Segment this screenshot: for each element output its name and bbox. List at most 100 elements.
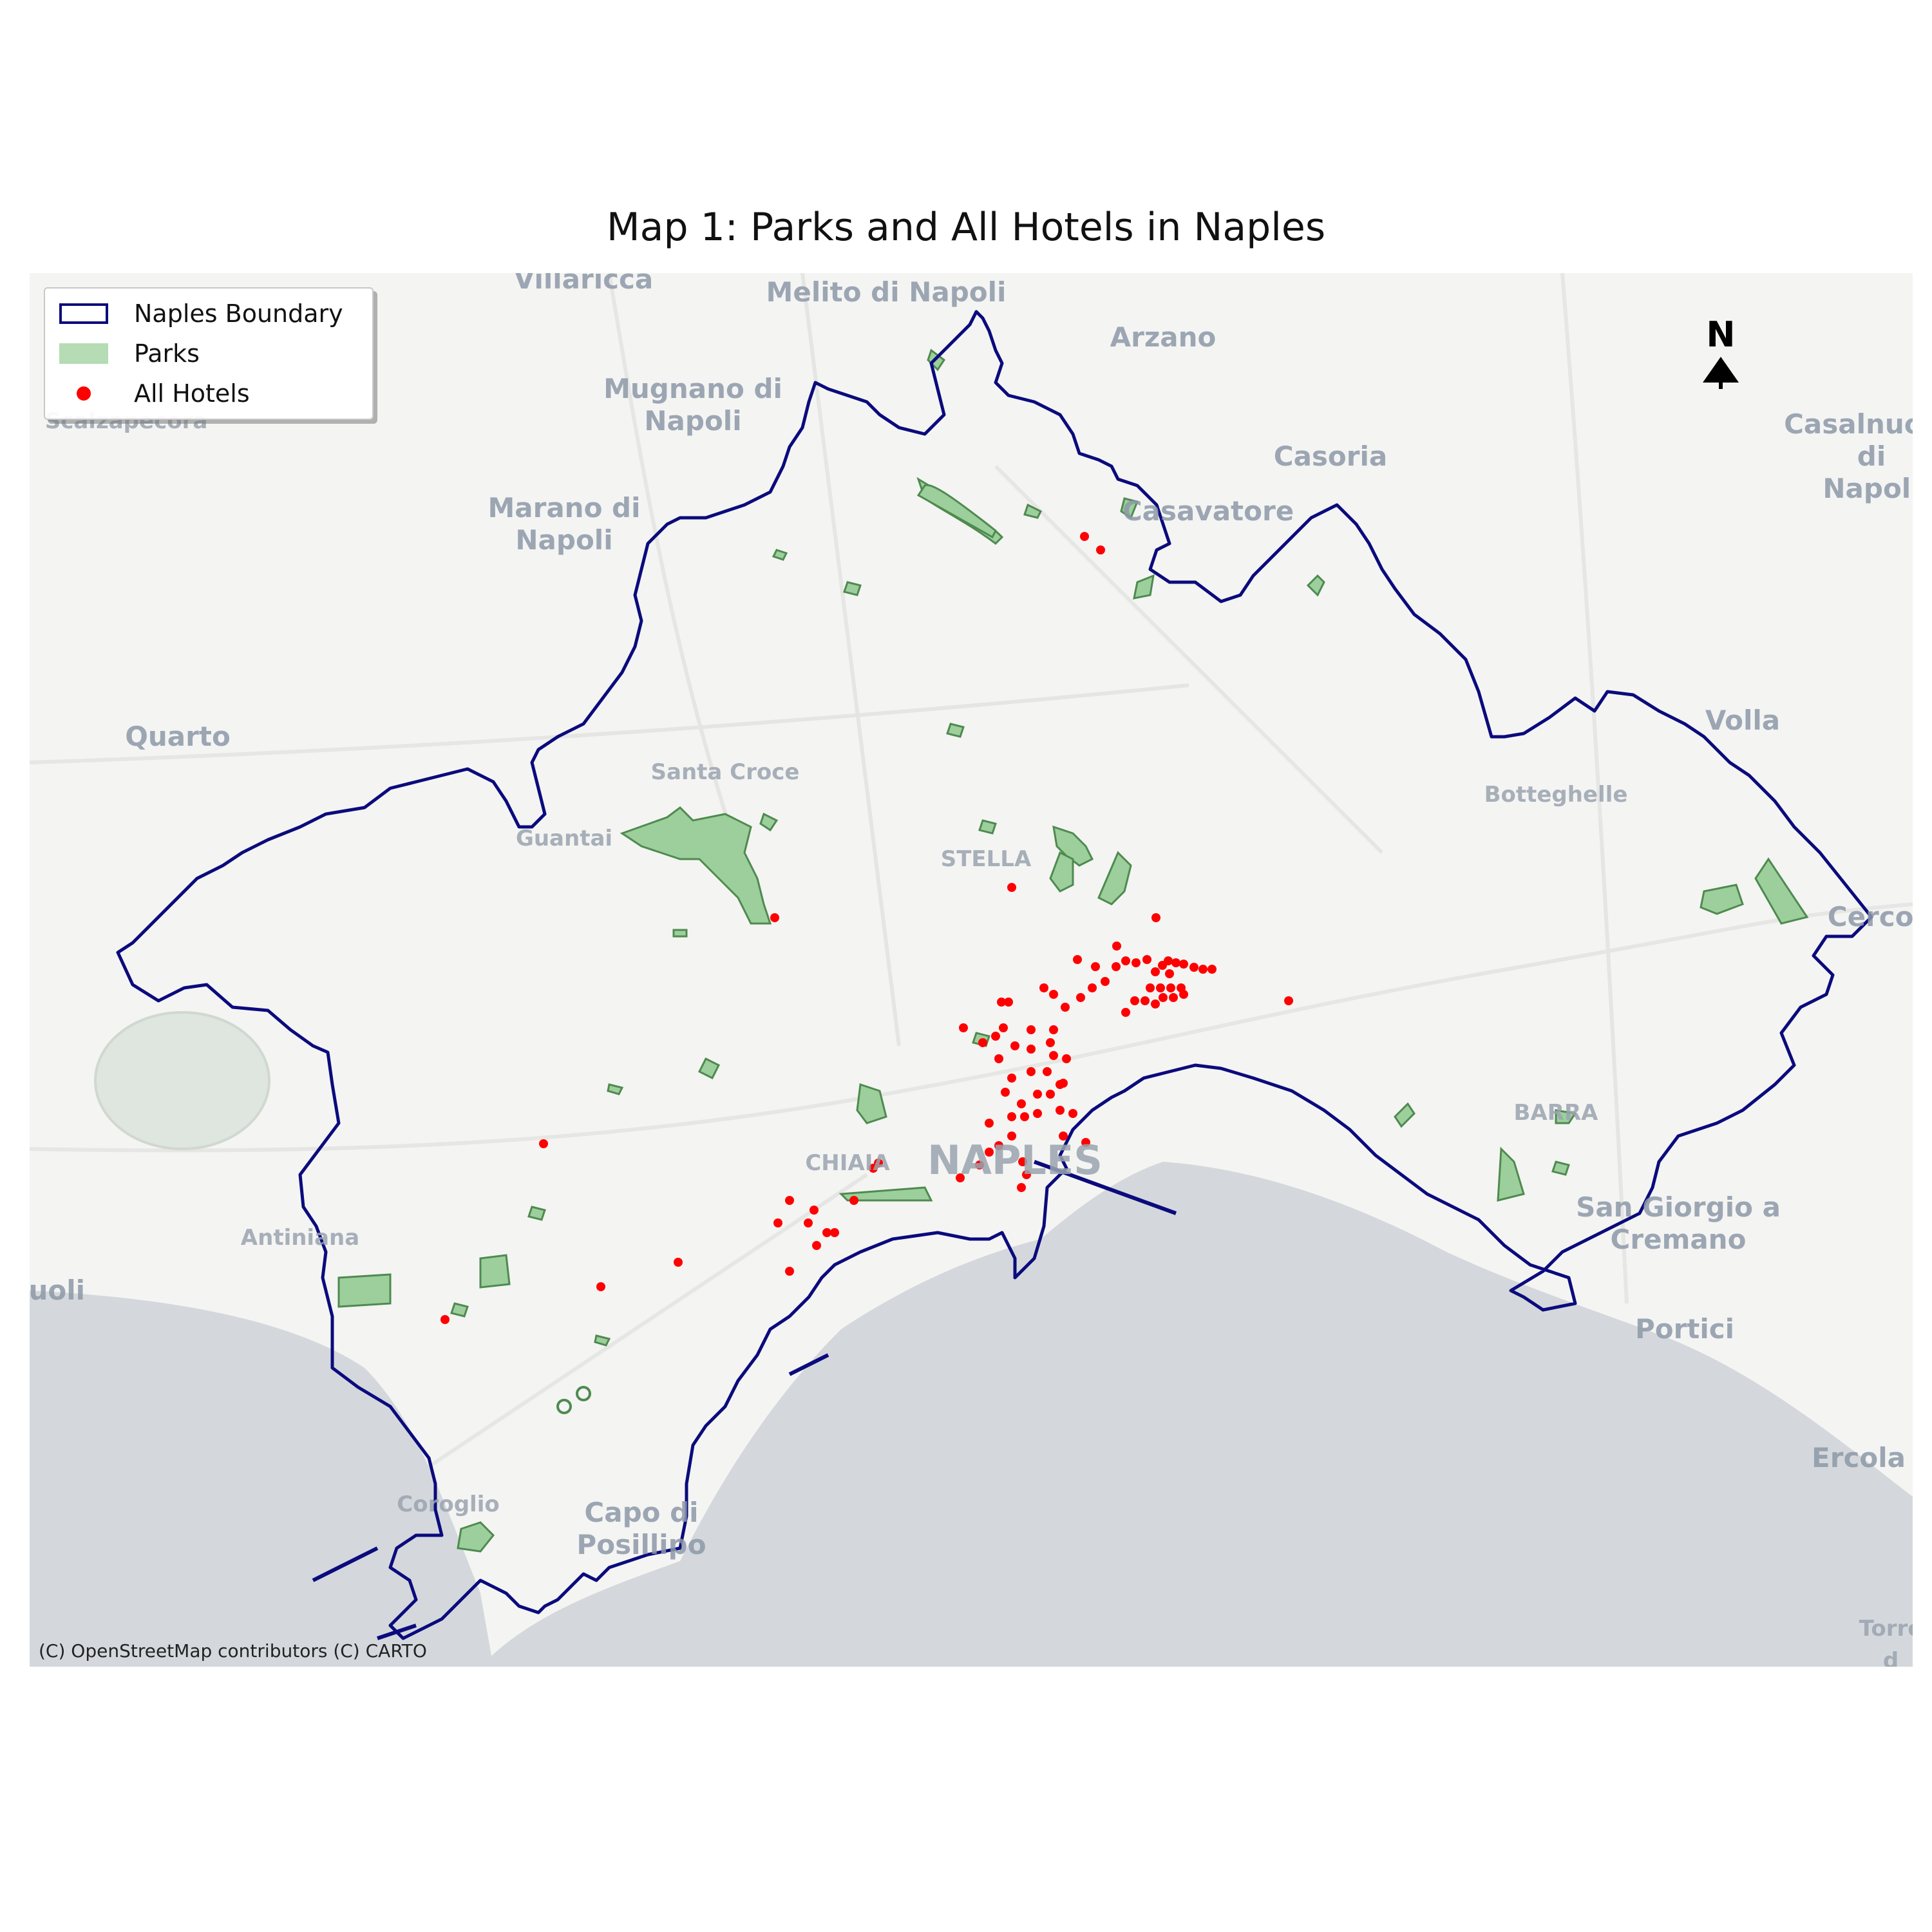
place-label: Quarto — [125, 721, 231, 752]
park-area — [916, 484, 997, 539]
hotel-marker[interactable] — [1179, 990, 1188, 999]
map-canvas[interactable]: Villaricca Melito di Napoli Arzano Mugnano … — [30, 273, 1913, 1667]
hotel-marker[interactable] — [1146, 983, 1155, 992]
hotel-marker[interactable] — [1027, 1025, 1036, 1034]
crater-area — [94, 1011, 270, 1150]
hotel-marker[interactable] — [959, 1023, 968, 1032]
hotel-marker[interactable] — [975, 1160, 984, 1170]
hotel-marker[interactable] — [1142, 955, 1151, 964]
hotel-marker[interactable] — [785, 1267, 794, 1276]
hotel-marker[interactable] — [1151, 999, 1160, 1009]
hotel-marker[interactable] — [1130, 996, 1139, 1005]
hotel-marker[interactable] — [596, 1282, 605, 1291]
park-area — [672, 929, 688, 938]
hotel-marker[interactable] — [1112, 962, 1121, 971]
hotel-marker[interactable] — [1068, 1109, 1077, 1118]
hotel-marker[interactable] — [773, 1218, 782, 1227]
hotel-marker[interactable] — [1158, 961, 1167, 970]
hotel-marker[interactable] — [1165, 969, 1174, 978]
hotel-marker[interactable] — [1198, 965, 1208, 974]
hotel-marker[interactable] — [1171, 958, 1180, 967]
hotel-marker[interactable] — [1022, 1170, 1031, 1179]
hotel-marker[interactable] — [1112, 942, 1121, 951]
hotel-marker[interactable] — [849, 1196, 858, 1205]
hotel-marker[interactable] — [1062, 1054, 1071, 1063]
hotel-marker[interactable] — [1007, 1074, 1016, 1083]
hotel-marker[interactable] — [1049, 990, 1058, 999]
hotel-marker[interactable] — [1179, 960, 1188, 969]
hotel-marker[interactable] — [1027, 1067, 1036, 1076]
hotel-marker[interactable] — [1059, 1132, 1068, 1141]
hotel-marker[interactable] — [1091, 962, 1100, 971]
hotel-marker[interactable] — [999, 1023, 1008, 1032]
hotel-marker[interactable] — [1056, 1080, 1065, 1089]
hotel-marker[interactable] — [770, 913, 779, 922]
hotel-marker[interactable] — [440, 1315, 450, 1324]
hotel-marker[interactable] — [991, 1032, 1000, 1041]
hotel-marker[interactable] — [1284, 996, 1293, 1005]
hotel-marker[interactable] — [1159, 993, 1168, 1002]
hotel-marker[interactable] — [1141, 996, 1150, 1005]
hotel-marker[interactable] — [810, 1206, 819, 1215]
hotel-marker[interactable] — [1039, 983, 1048, 992]
hotel-marker[interactable] — [1151, 913, 1160, 922]
hotel-marker[interactable] — [1073, 955, 1082, 964]
park-area — [978, 819, 997, 835]
pier-line — [1033, 1160, 1177, 1215]
park-area — [1049, 851, 1074, 893]
hotel-marker[interactable] — [1043, 1067, 1052, 1076]
hotel-marker[interactable] — [1208, 965, 1217, 974]
hotel-marker[interactable] — [874, 1159, 883, 1168]
hotel-marker[interactable] — [1056, 1106, 1065, 1115]
hotel-marker[interactable] — [985, 1148, 994, 1157]
hotel-marker[interactable] — [539, 1139, 548, 1148]
hotel-marker[interactable] — [1046, 1038, 1055, 1047]
hotel-marker[interactable] — [1007, 1132, 1016, 1141]
hotel-marker[interactable] — [1033, 1090, 1042, 1099]
hotel-marker[interactable] — [1121, 1008, 1130, 1017]
hotel-marker[interactable] — [1080, 532, 1089, 541]
hotel-marker[interactable] — [985, 1119, 994, 1128]
park-area — [594, 1334, 611, 1347]
hotel-marker[interactable] — [978, 1038, 987, 1047]
hotel-marker[interactable] — [1096, 545, 1105, 554]
hotel-marker[interactable] — [1007, 1112, 1016, 1121]
hotel-marker[interactable] — [1151, 967, 1160, 976]
hotel-marker[interactable] — [956, 1173, 965, 1182]
hotel-marker[interactable] — [1061, 1003, 1070, 1012]
hotel-marker[interactable] — [1010, 1041, 1019, 1050]
hotel-marker[interactable] — [1001, 1088, 1010, 1097]
hotel-marker[interactable] — [674, 1258, 683, 1267]
hotel-marker[interactable] — [1007, 883, 1016, 892]
hotel-marker[interactable] — [785, 1196, 794, 1205]
hotel-marker[interactable] — [1049, 1051, 1058, 1060]
hotel-marker[interactable] — [1046, 1090, 1055, 1099]
hotel-marker[interactable] — [1004, 998, 1013, 1007]
hotel-marker[interactable] — [1169, 993, 1178, 1002]
hotel-marker[interactable] — [1189, 963, 1198, 972]
hotel-marker[interactable] — [1166, 983, 1175, 992]
hotel-marker[interactable] — [1027, 1045, 1036, 1054]
hotel-marker[interactable] — [1017, 1183, 1026, 1192]
hotel-marker[interactable] — [1017, 1099, 1026, 1108]
hotel-marker[interactable] — [1121, 956, 1130, 965]
hotel-marker[interactable] — [812, 1241, 821, 1250]
hotels-layer — [440, 532, 1293, 1324]
hotel-marker[interactable] — [1076, 993, 1085, 1002]
hotel-marker[interactable] — [822, 1228, 831, 1237]
hotel-marker[interactable] — [1018, 1157, 1027, 1166]
hotel-marker[interactable] — [997, 998, 1006, 1007]
hotel-marker[interactable] — [1020, 1112, 1029, 1121]
hotel-marker[interactable] — [1156, 983, 1165, 992]
hotel-marker[interactable] — [994, 1054, 1003, 1063]
hotel-marker[interactable] — [1132, 958, 1141, 967]
hotel-marker[interactable] — [830, 1228, 839, 1237]
hotel-marker[interactable] — [1033, 1109, 1042, 1118]
hotel-marker[interactable] — [1081, 1138, 1090, 1147]
hotel-marker[interactable] — [1088, 983, 1097, 992]
hotel-marker[interactable] — [994, 1141, 1003, 1150]
hotel-marker[interactable] — [1101, 977, 1110, 986]
hotel-marker[interactable] — [1049, 1025, 1058, 1034]
hotel-marker[interactable] — [804, 1218, 813, 1227]
park-area — [759, 812, 779, 832]
